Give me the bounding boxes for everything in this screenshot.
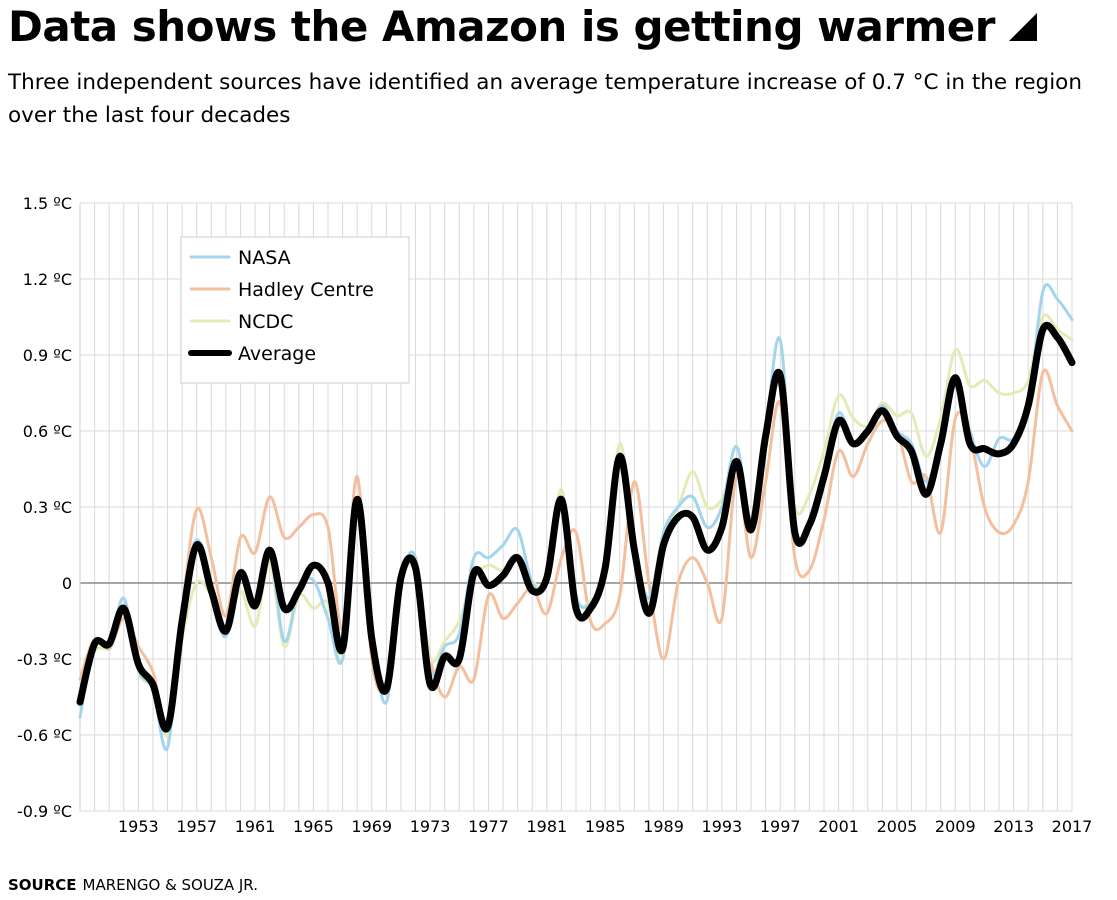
legend-label-average: Average	[238, 343, 316, 365]
chart-grid	[80, 202, 1073, 812]
x-tick-label: 1953	[118, 817, 159, 836]
y-tick-label: 0.9 ºC	[23, 346, 72, 365]
chart-title-text: Data shows the Amazon is getting warmer	[8, 2, 995, 51]
x-tick-label: 2005	[877, 817, 918, 836]
legend-label-hadley-centre: Hadley Centre	[238, 279, 374, 301]
legend-label-ncdc: NCDC	[238, 311, 293, 333]
x-tick-label: 2009	[935, 817, 976, 836]
y-tick-label: -0.6 ºC	[17, 726, 72, 745]
temperature-line-chart: 1.5 ºC 1.2 ºC 0.9 ºC 0.6 ºC 0.3 ºC 0 -0.3 ºC -0…	[17, 194, 1092, 836]
y-tick-label: -0.3 ºC	[17, 650, 72, 669]
x-tick-label: 1969	[351, 817, 392, 836]
x-tick-label: 1957	[176, 817, 217, 836]
chart-title: Data shows the Amazon is getting warmer	[8, 2, 1037, 51]
x-tick-label: 2017	[1052, 817, 1093, 836]
chart-series	[76, 283, 1076, 752]
x-tick-label: 1989	[643, 817, 684, 836]
chart-axes: 1.5 ºC 1.2 ºC 0.9 ºC 0.6 ºC 0.3 ºC 0 -0.3 ºC -0…	[17, 194, 1092, 836]
y-tick-label: 1.2 ºC	[23, 270, 72, 289]
x-tick-label: 1973	[410, 817, 451, 836]
y-tick-label: 1.5 ºC	[23, 194, 72, 213]
y-tick-label: 0	[62, 574, 72, 593]
x-tick-label: 1993	[702, 817, 743, 836]
legend-box	[180, 236, 410, 384]
source-note: SOURCE MARENGO & SOUZA JR.	[8, 876, 258, 894]
x-tick-label: 1965	[293, 817, 334, 836]
y-tick-label: 0.3 ºC	[23, 498, 72, 517]
y-tick-label: -0.9 ºC	[17, 802, 72, 821]
x-tick-label: 1997	[760, 817, 801, 836]
series-line-average	[76, 321, 1076, 733]
x-tick-label: 2001	[818, 817, 859, 836]
legend-label-nasa: NASA	[238, 247, 291, 269]
x-tick-label: 1977	[468, 817, 509, 836]
x-tick-label: 1981	[526, 817, 567, 836]
x-tick-label: 2013	[993, 817, 1034, 836]
source-label: SOURCE	[8, 876, 77, 894]
triangle-marker-icon	[1008, 13, 1037, 41]
chart-legend: NASA Hadley Centre NCDC Average	[180, 236, 410, 384]
x-tick-label: 1985	[585, 817, 626, 836]
x-tick-label: 1961	[235, 817, 276, 836]
source-text: MARENGO & SOUZA JR.	[82, 876, 258, 894]
chart-subtitle: Three independent sources have identifie…	[8, 70, 1082, 128]
y-tick-label: 0.6 ºC	[23, 422, 72, 441]
